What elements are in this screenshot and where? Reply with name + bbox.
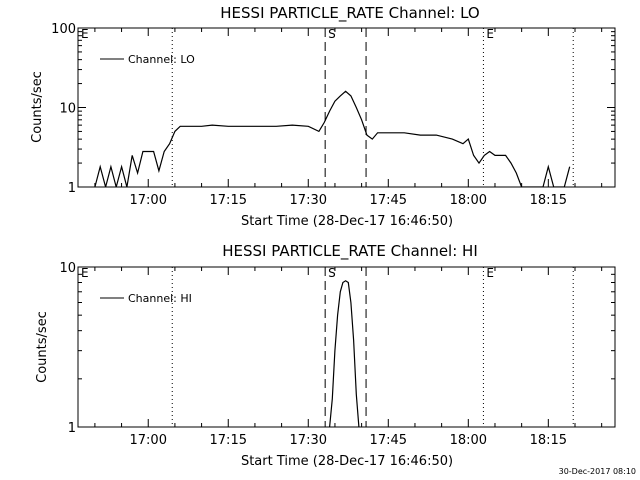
y-tick-label-lo: 10 (59, 102, 76, 117)
panel-hi-ylabel: Counts/sec (35, 311, 50, 383)
y-tick-label-lo: 100 (51, 22, 76, 37)
x-tick-label-lo: 17:15 (210, 193, 247, 208)
x-tick-label-hi: 17:00 (130, 433, 167, 448)
y-tick-label-hi: 1 (68, 421, 76, 436)
series-line-hi (329, 280, 360, 427)
footer-timestamp: 30-Dec-2017 08:10 (559, 467, 636, 476)
marker-label-lo: E (81, 27, 89, 41)
marker-label-hi: E (81, 266, 89, 280)
x-tick-label-lo: 17:00 (130, 193, 167, 208)
y-tick-label-hi: 10 (59, 261, 76, 276)
x-tick-label-hi: 17:45 (370, 433, 407, 448)
x-tick-label-lo: 17:30 (290, 193, 327, 208)
panel-hi-xlabel: Start Time (28-Dec-17 16:46:50) (241, 454, 453, 469)
x-tick-label-lo: 18:00 (450, 193, 487, 208)
legend-label-hi: Channel: HI (128, 292, 192, 305)
marker-label-lo: E (486, 27, 494, 41)
panel-lo-ylabel: Counts/sec (30, 71, 45, 143)
x-tick-label-lo: 17:45 (370, 193, 407, 208)
plot-panels: 17:00 17:15 17:30 17:45 18:00 18:15 1 10 100 E S E C… (51, 22, 616, 448)
panel-lo-xlabel: Start Time (28-Dec-17 16:46:50) (241, 214, 453, 229)
x-tick-label-lo: 18:15 (530, 193, 567, 208)
x-tick-label-hi: 18:00 (450, 433, 487, 448)
marker-label-hi: S (328, 266, 336, 280)
series-line-lo (94, 90, 571, 187)
panel-lo-title: HESSI PARTICLE_RATE Channel: LO (220, 4, 479, 23)
x-tick-label-hi: 17:30 (290, 433, 327, 448)
x-tick-label-hi: 18:15 (530, 433, 567, 448)
legend-label-lo: Channel: LO (128, 53, 195, 66)
plot-frame-lo (77, 27, 616, 188)
plot-frame-hi (77, 266, 616, 428)
marker-label-lo: S (328, 27, 336, 41)
x-tick-label-hi: 17:15 (210, 433, 247, 448)
panel-hi-title: HESSI PARTICLE_RATE Channel: HI (222, 242, 478, 261)
marker-label-hi: E (486, 266, 494, 280)
y-tick-label-lo: 1 (68, 181, 76, 196)
